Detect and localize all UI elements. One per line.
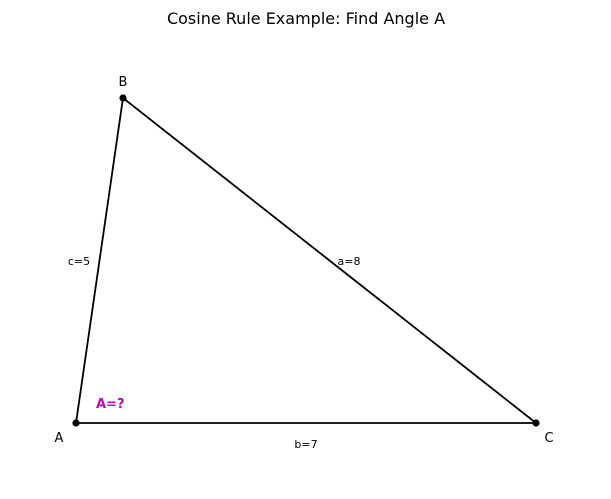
side-c-label: c=5: [68, 255, 90, 268]
side-c-line: [75, 97, 124, 424]
vertex-a-point: [72, 419, 80, 427]
side-a-line: [122, 97, 537, 424]
vertex-b-label: B: [119, 75, 128, 90]
vertex-c-label: C: [544, 431, 553, 446]
triangle: [75, 97, 537, 424]
vertex-c-point: [532, 419, 540, 427]
vertex-b-point: [119, 94, 127, 102]
diagram-title: Cosine Rule Example: Find Angle A: [167, 9, 445, 28]
vertex-a-label: A: [55, 431, 64, 446]
unknown-angle-label: A=?: [96, 397, 125, 412]
side-b-label: b=7: [294, 438, 317, 451]
side-a-label: a=8: [338, 255, 361, 268]
